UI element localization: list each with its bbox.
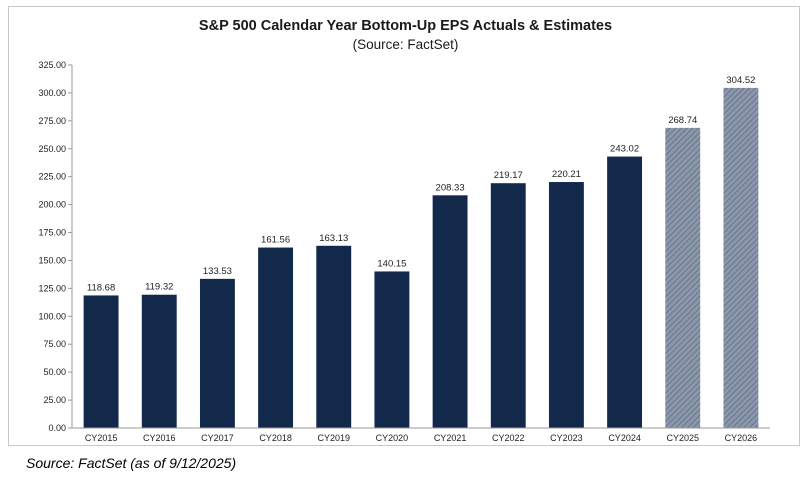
y-tick-label: 275.00	[38, 116, 66, 126]
chart-subtitle: (Source: FactSet)	[352, 37, 459, 52]
bar-cy2021	[432, 195, 468, 428]
x-tick-label-cy2017: CY2017	[201, 433, 234, 443]
x-tick-label-cy2015: CY2015	[85, 433, 118, 443]
y-tick-label: 250.00	[38, 144, 66, 154]
data-label-cy2016: 119.32	[145, 282, 173, 293]
bar-cy2017	[199, 278, 235, 428]
data-label-cy2025: 268.74	[668, 115, 697, 126]
y-tick-label: 25.00	[43, 395, 66, 405]
y-tick-label: 150.00	[38, 255, 66, 265]
data-label-cy2019: 163.13	[319, 233, 348, 244]
x-tick-label-cy2020: CY2020	[376, 433, 409, 443]
bar-cy2018	[258, 247, 294, 428]
y-tick-label: 125.00	[38, 283, 66, 293]
y-tick-label: 0.00	[48, 423, 66, 433]
y-tick-label: 200.00	[38, 200, 66, 210]
x-tick-label-cy2022: CY2022	[492, 433, 525, 443]
data-label-cy2021: 208.33	[436, 182, 465, 193]
y-tick-label: 175.00	[38, 228, 66, 238]
data-label-cy2018: 161.56	[261, 235, 290, 246]
data-label-cy2015: 118.68	[87, 282, 115, 293]
bar-cy2019	[316, 245, 352, 428]
bar-cy2016	[141, 294, 177, 428]
data-label-cy2022: 219.17	[494, 170, 523, 181]
y-tick-label: 75.00	[43, 339, 66, 349]
bar-cy2020	[374, 271, 410, 428]
data-label-cy2020: 140.15	[377, 258, 406, 269]
y-tick-label: 50.00	[43, 367, 66, 377]
x-tick-label-cy2019: CY2019	[317, 433, 350, 443]
x-tick-label-cy2018: CY2018	[259, 433, 292, 443]
chart-title: S&P 500 Calendar Year Bottom-Up EPS Actu…	[198, 18, 613, 34]
source-caption: Source: FactSet (as of 9/12/2025)	[26, 455, 237, 471]
bar-cy2022	[490, 183, 526, 428]
bar-cy2025	[665, 127, 701, 429]
bar-cy2023	[548, 182, 584, 428]
bar-cy2015	[83, 295, 119, 428]
y-axis: 0.00 25.00 50.00 75.00 100.00 125.00 150.00 175…	[38, 60, 73, 433]
data-label-cy2024: 243.02	[610, 144, 639, 155]
bars: 118.68 119.32 133.53 161.56 163.13 140.15 208.…	[83, 75, 759, 429]
y-tick-label: 300.00	[38, 88, 66, 98]
x-tick-label-cy2023: CY2023	[550, 433, 583, 443]
data-label-cy2017: 133.53	[203, 266, 232, 277]
data-label-cy2026: 304.52	[726, 75, 755, 86]
x-tick-label-cy2016: CY2016	[143, 433, 176, 443]
x-tick-label-cy2025: CY2025	[666, 433, 699, 443]
x-tick-label-cy2026: CY2026	[725, 433, 758, 443]
y-tick-label: 225.00	[38, 172, 66, 182]
x-tick-label-cy2021: CY2021	[434, 433, 467, 443]
bar-cy2026	[723, 87, 759, 429]
x-tick-label-cy2024: CY2024	[608, 433, 641, 443]
y-tick-label: 325.00	[38, 60, 66, 70]
y-tick-label: 100.00	[38, 311, 66, 321]
x-axis: CY2015 CY2016 CY2017 CY2018 CY2019 CY2020 CY20…	[72, 427, 770, 443]
bar-cy2024	[607, 156, 643, 428]
data-label-cy2023: 220.21	[552, 169, 581, 180]
